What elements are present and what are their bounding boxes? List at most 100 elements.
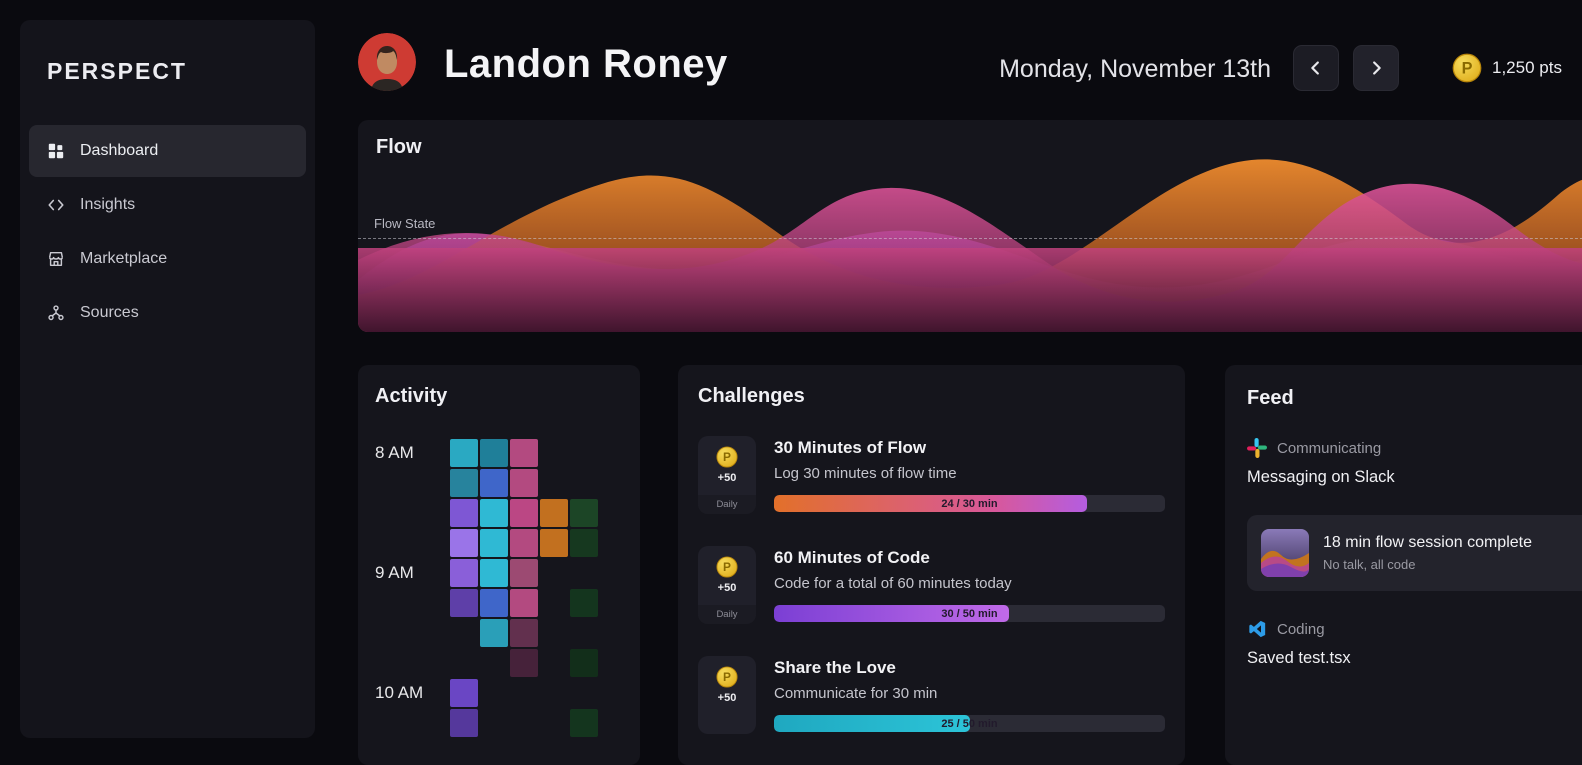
activity-cell: [450, 499, 478, 527]
activity-cell: [540, 619, 568, 647]
activity-cell: [480, 559, 508, 587]
activity-row: [375, 468, 640, 498]
activity-cell: [570, 589, 598, 617]
activity-cell: [540, 559, 568, 587]
sidebar-item-sources[interactable]: Sources: [29, 287, 306, 339]
activity-cell: [480, 679, 508, 707]
svg-text:P: P: [723, 670, 731, 684]
activity-cell: [510, 499, 538, 527]
session-text: 18 min flow session complete No talk, all…: [1323, 534, 1532, 572]
challenge-frequency: Daily: [698, 495, 756, 514]
session-title: 18 min flow session complete: [1323, 534, 1532, 551]
activity-cell: [570, 529, 598, 557]
flow-state-label: Flow State: [374, 216, 436, 231]
feed-session-card[interactable]: 18 min flow session complete No talk, all…: [1247, 515, 1582, 591]
feed-category: Coding: [1277, 620, 1325, 638]
activity-cell: [450, 469, 478, 497]
activity-cell: [510, 589, 538, 617]
challenge-reward-badge: P +50: [698, 656, 756, 734]
activity-cell: [510, 439, 538, 467]
challenge-progress-bar: 30 / 50 min: [774, 605, 1165, 622]
activity-cell: [480, 649, 508, 677]
activity-cell: [540, 529, 568, 557]
activity-row: [375, 618, 640, 648]
challenge-content: Share the Love Communicate for 30 min 25 /…: [774, 656, 1165, 734]
activity-cell: [540, 589, 568, 617]
feed-event-meta: Communicating: [1247, 438, 1582, 458]
activity-cell: [450, 649, 478, 677]
activity-cell: [540, 679, 568, 707]
activity-cell: [450, 619, 478, 647]
activity-cell: [570, 649, 598, 677]
coin-icon: P: [716, 556, 738, 578]
brand-logo: PERSPECT: [47, 58, 187, 84]
activity-cell: [510, 679, 538, 707]
activity-cell: [540, 709, 568, 737]
activity-cell: [450, 589, 478, 617]
activity-cell: [510, 529, 538, 557]
activity-time-label: 8 AM: [375, 443, 414, 462]
store-icon: [47, 250, 65, 268]
activity-cell: [510, 619, 538, 647]
challenge-item: P +50 Daily 30 Minutes of Flow Log 30 minute…: [698, 436, 1165, 514]
activity-card-title: Activity: [375, 385, 448, 407]
activity-cell: [570, 559, 598, 587]
activity-cell: [510, 709, 538, 737]
flow-area-chart: [358, 159, 1582, 332]
challenges-list: P +50 Daily 30 Minutes of Flow Log 30 minute…: [698, 436, 1165, 734]
feed-text: Messaging on Slack: [1247, 468, 1395, 486]
activity-cells: [450, 649, 598, 677]
activity-cell: [540, 439, 568, 467]
sidebar-item-dashboard[interactable]: Dashboard: [29, 125, 306, 177]
sidebar-item-marketplace[interactable]: Marketplace: [29, 233, 306, 285]
activity-cell: [510, 649, 538, 677]
grid-icon: [47, 142, 65, 160]
activity-cell: [570, 709, 598, 737]
activity-time-label: 9 AM: [375, 563, 414, 582]
activity-cell: [450, 709, 478, 737]
flow-card: Flow Flow State: [358, 120, 1582, 332]
activity-cells: [450, 619, 598, 647]
activity-card: Activity 8 AM 9 AM 10 AM: [358, 365, 640, 765]
activity-row: [375, 648, 640, 678]
activity-cells: [450, 469, 598, 497]
feed-category: Communicating: [1277, 439, 1382, 457]
svg-text:P: P: [1462, 60, 1473, 78]
challenge-title: Share the Love: [774, 658, 896, 677]
next-day-button[interactable]: [1353, 45, 1399, 91]
activity-row: [375, 708, 640, 738]
sidebar-item-insights[interactable]: Insights: [29, 179, 306, 231]
chevron-right-icon: [1365, 57, 1387, 79]
flow-state-threshold-line: [358, 238, 1582, 239]
feed-event-meta: Coding: [1247, 619, 1582, 639]
challenge-item: P +50 Share the Love Communicate for 30 min…: [698, 656, 1165, 734]
activity-cells: [450, 499, 598, 527]
progress-fill: [774, 605, 1009, 622]
sidebar-nav: Dashboard Insights Marketplace Sources: [20, 125, 315, 339]
feed-card: Feed Communicating Messaging on Slack 18 m…: [1225, 365, 1582, 765]
challenge-item: P +50 Daily 60 Minutes of Code Code for a to…: [698, 546, 1165, 624]
flow-card-title: Flow: [376, 136, 422, 158]
activity-cell: [450, 679, 478, 707]
page-title: Landon Roney: [444, 42, 728, 86]
activity-cell: [570, 469, 598, 497]
slack-icon: [1247, 438, 1267, 458]
feed-event: Coding Saved test.tsx: [1247, 619, 1582, 668]
session-thumbnail-icon: [1261, 529, 1309, 577]
activity-cells: [450, 439, 598, 467]
coin-icon: P: [716, 666, 738, 688]
svg-text:P: P: [723, 560, 731, 574]
activity-cell: [480, 469, 508, 497]
challenge-description: Log 30 minutes of flow time: [774, 465, 957, 482]
challenge-reward-badge: P +50 Daily: [698, 436, 756, 514]
activity-cell: [480, 709, 508, 737]
prev-day-button[interactable]: [1293, 45, 1339, 91]
avatar[interactable]: [358, 33, 416, 91]
activity-cell: [510, 469, 538, 497]
activity-cell: [540, 499, 568, 527]
sidebar-item-label: Dashboard: [80, 142, 159, 159]
challenge-description: Communicate for 30 min: [774, 685, 938, 702]
activity-grid: 8 AM 9 AM 10 AM: [375, 438, 640, 738]
reward-points: +50: [717, 582, 737, 594]
sidebar-item-label: Sources: [80, 304, 139, 321]
